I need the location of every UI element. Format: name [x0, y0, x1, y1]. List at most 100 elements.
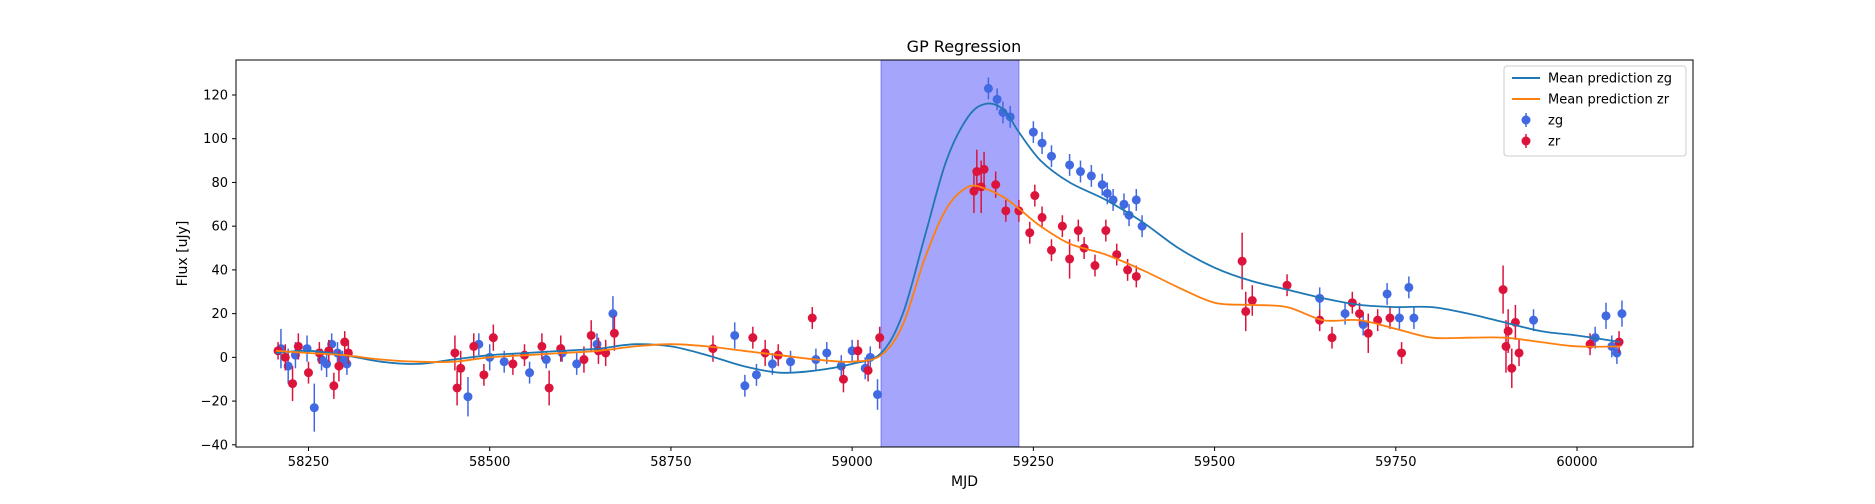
point-zr	[1025, 228, 1035, 238]
point-zg	[873, 390, 883, 400]
point-zr	[586, 330, 596, 340]
point-zg	[1601, 311, 1611, 321]
y-axis-ticks: −40 −20 0 20 40 60 80 100 120	[201, 88, 236, 453]
point-zg	[1394, 313, 1404, 323]
axes-frame	[235, 59, 1694, 448]
y-tick-label: 20	[211, 307, 228, 322]
point-zr	[853, 346, 863, 356]
point-zr	[1327, 333, 1337, 343]
point-zg	[730, 330, 740, 340]
x-axis-ticks: 58250 58500 58750 59000 59250 59500 59750 60000	[288, 447, 1598, 470]
point-zr	[1373, 315, 1383, 325]
legend-marker-swatch	[1521, 115, 1531, 125]
point-zr	[579, 355, 589, 365]
point-zr	[1237, 256, 1247, 266]
point-zr	[1498, 285, 1508, 295]
point-zr	[303, 368, 313, 378]
point-zg	[463, 392, 473, 402]
legend-label: Mean prediction zr	[1548, 93, 1670, 108]
legend: Mean prediction zg Mean prediction zr zg zr	[1503, 65, 1687, 157]
point-zg	[1612, 348, 1622, 358]
point-zr	[979, 164, 989, 174]
legend-label: Mean prediction zg	[1548, 72, 1672, 87]
point-zr	[334, 361, 344, 371]
point-zr	[1241, 306, 1251, 316]
y-tick-label: 100	[203, 132, 228, 147]
x-tick-label: 59000	[831, 455, 872, 470]
point-zg	[1037, 138, 1047, 148]
point-zr	[1073, 226, 1083, 236]
x-tick-label: 58500	[469, 455, 510, 470]
point-zr	[863, 365, 873, 375]
point-zr	[1037, 212, 1047, 222]
point-zr	[609, 328, 619, 338]
y-tick-label: 120	[203, 88, 228, 103]
point-zg	[1409, 313, 1419, 323]
point-zg	[751, 370, 761, 380]
point-zr	[544, 383, 554, 393]
point-zg	[1617, 309, 1627, 319]
point-zg	[1382, 289, 1392, 299]
point-zg	[525, 368, 535, 378]
point-zg	[1046, 151, 1056, 161]
point-zr	[288, 379, 298, 389]
point-zg	[1131, 195, 1141, 205]
point-zg	[822, 348, 832, 358]
point-zr	[991, 180, 1001, 190]
point-zr	[479, 370, 489, 380]
point-zg	[309, 403, 319, 413]
point-zg	[1097, 180, 1107, 190]
point-zr	[488, 333, 498, 343]
shaded-region	[880, 60, 1020, 447]
x-tick-label: 59250	[1013, 455, 1054, 470]
point-zr	[1090, 261, 1100, 271]
point-zg	[1404, 282, 1414, 292]
point-zr	[1030, 191, 1040, 201]
point-zr	[293, 341, 303, 351]
point-zr	[708, 344, 718, 354]
point-zr	[340, 337, 350, 347]
point-zg	[572, 359, 582, 369]
point-zg	[322, 359, 332, 369]
point-zr	[1282, 280, 1292, 290]
point-zr	[280, 352, 290, 362]
point-zr	[972, 167, 982, 177]
point-zr	[329, 381, 339, 391]
point-zr	[875, 333, 885, 343]
x-tick-label: 58750	[650, 455, 691, 470]
point-zg	[608, 309, 618, 319]
chart-title: GP Regression	[907, 37, 1022, 56]
x-tick-label: 59500	[1194, 455, 1235, 470]
point-zr	[1046, 245, 1056, 255]
point-zr	[1014, 206, 1024, 216]
point-zr	[1355, 309, 1365, 319]
point-zr	[1503, 326, 1513, 336]
point-zr	[1507, 363, 1517, 373]
line-mean-prediction-zg	[275, 102, 1621, 374]
point-zg	[1102, 188, 1112, 198]
point-zg	[1340, 309, 1350, 319]
point-zg	[786, 357, 796, 367]
point-zr	[469, 341, 479, 351]
point-zr	[450, 348, 460, 358]
legend-box	[1503, 65, 1687, 157]
line-mean-prediction-zr	[275, 184, 1621, 364]
point-zg	[541, 355, 551, 365]
point-zr	[508, 359, 518, 369]
point-zr	[748, 333, 758, 343]
point-zr	[1501, 341, 1511, 351]
point-zg	[1028, 127, 1038, 137]
point-zg	[983, 83, 993, 93]
y-axis-label: Flux [uJy]	[175, 221, 191, 287]
point-zg	[740, 381, 750, 391]
point-zr	[807, 313, 817, 323]
y-tick-label: 0	[220, 351, 228, 366]
point-zr	[1514, 348, 1524, 358]
y-tick-label: 80	[211, 176, 228, 191]
point-zr	[537, 341, 547, 351]
point-zg	[342, 359, 352, 369]
point-zr	[1112, 250, 1122, 260]
point-zg	[992, 94, 1002, 104]
point-zr	[1057, 221, 1067, 231]
